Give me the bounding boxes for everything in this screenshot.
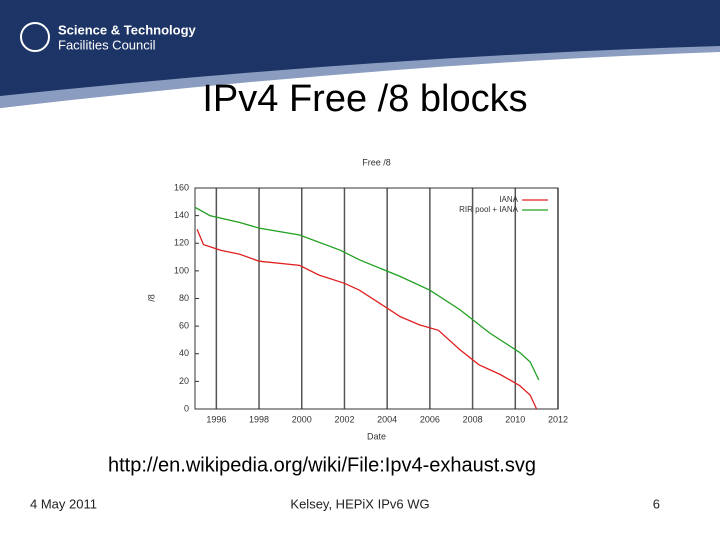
x-tick-label: 2012	[548, 414, 568, 424]
caption: http://en.wikipedia.org/wiki/File:Ipv4-e…	[108, 454, 536, 476]
org-name: Science & Technology	[58, 22, 197, 37]
logo-mark	[20, 22, 50, 52]
page-number: 6	[653, 496, 660, 511]
y-tick-label: 120	[174, 238, 189, 248]
y-tick-label: 40	[179, 348, 189, 358]
legend-label: IANA	[499, 195, 518, 204]
y-tick-label: 140	[174, 210, 189, 220]
footer-author: Kelsey, HEPiX IPv6 WG	[290, 496, 429, 511]
org-name: Facilities Council	[58, 37, 156, 52]
slide-title: IPv4 Free /8 blocks	[202, 78, 527, 120]
x-axis-label: Date	[367, 431, 386, 441]
y-tick-label: 160	[174, 182, 189, 192]
y-axis-label: /8	[146, 294, 156, 302]
chart-title: Free /8	[362, 157, 391, 167]
plot-frame	[194, 187, 559, 410]
y-tick-label: 80	[179, 293, 189, 303]
x-tick-label: 2008	[463, 414, 483, 424]
header-stripe	[0, 46, 720, 108]
x-tick-label: 2010	[505, 414, 525, 424]
x-tick-label: 2006	[420, 414, 440, 424]
x-tick-label: 1998	[249, 414, 269, 424]
x-tick-label: 2004	[377, 414, 397, 424]
data-line	[194, 206, 540, 381]
y-tick-label: 20	[179, 376, 189, 386]
x-tick-label: 2002	[334, 414, 354, 424]
x-tick-label: 1996	[206, 414, 226, 424]
footer-date: 4 May 2011	[30, 496, 97, 511]
y-tick-label: 60	[179, 321, 189, 331]
legend-label: RIR pool + IANA	[459, 205, 519, 214]
y-tick-label: 0	[184, 403, 189, 413]
y-tick-label: 100	[174, 265, 189, 275]
x-tick-label: 2000	[292, 414, 312, 424]
data-line	[196, 229, 538, 410]
